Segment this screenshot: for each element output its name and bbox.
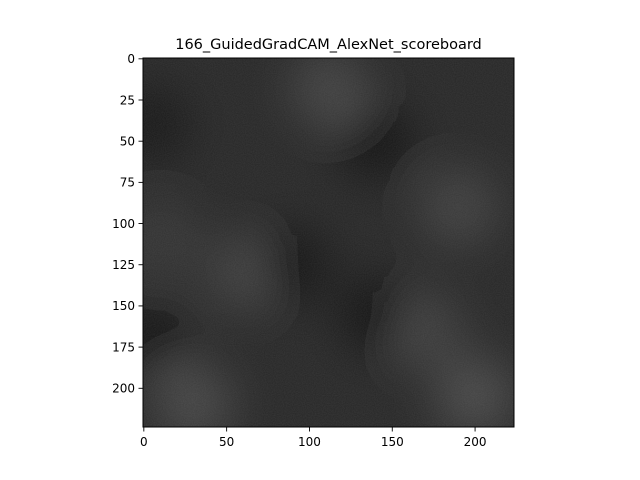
y-axis: 0 25 50 75 100 125 150 175 200: [112, 52, 143, 396]
x-tick-label: 50: [219, 435, 234, 449]
y-tick-label: 75: [120, 176, 135, 190]
x-tick-label: 0: [140, 435, 148, 449]
y-tick-label: 100: [112, 217, 135, 231]
y-tick-label: 125: [112, 258, 135, 272]
heatmap-image: [143, 58, 514, 427]
y-tick-label: 25: [120, 93, 135, 107]
chart-title: 166_GuidedGradCAM_AlexNet_scoreboard: [175, 37, 482, 53]
y-tick-label: 0: [127, 52, 135, 66]
y-tick-label: 150: [112, 299, 135, 313]
x-tick-label: 100: [298, 435, 321, 449]
y-tick-label: 200: [112, 382, 135, 396]
heatmap-grain: [143, 58, 514, 427]
plot-frame: [142, 57, 515, 428]
y-tick-label: 175: [112, 340, 135, 354]
y-tick-label: 50: [120, 134, 135, 148]
x-axis: 0 50 100 150 200: [140, 427, 487, 449]
x-tick-label: 200: [464, 435, 487, 449]
x-tick-label: 150: [381, 435, 404, 449]
